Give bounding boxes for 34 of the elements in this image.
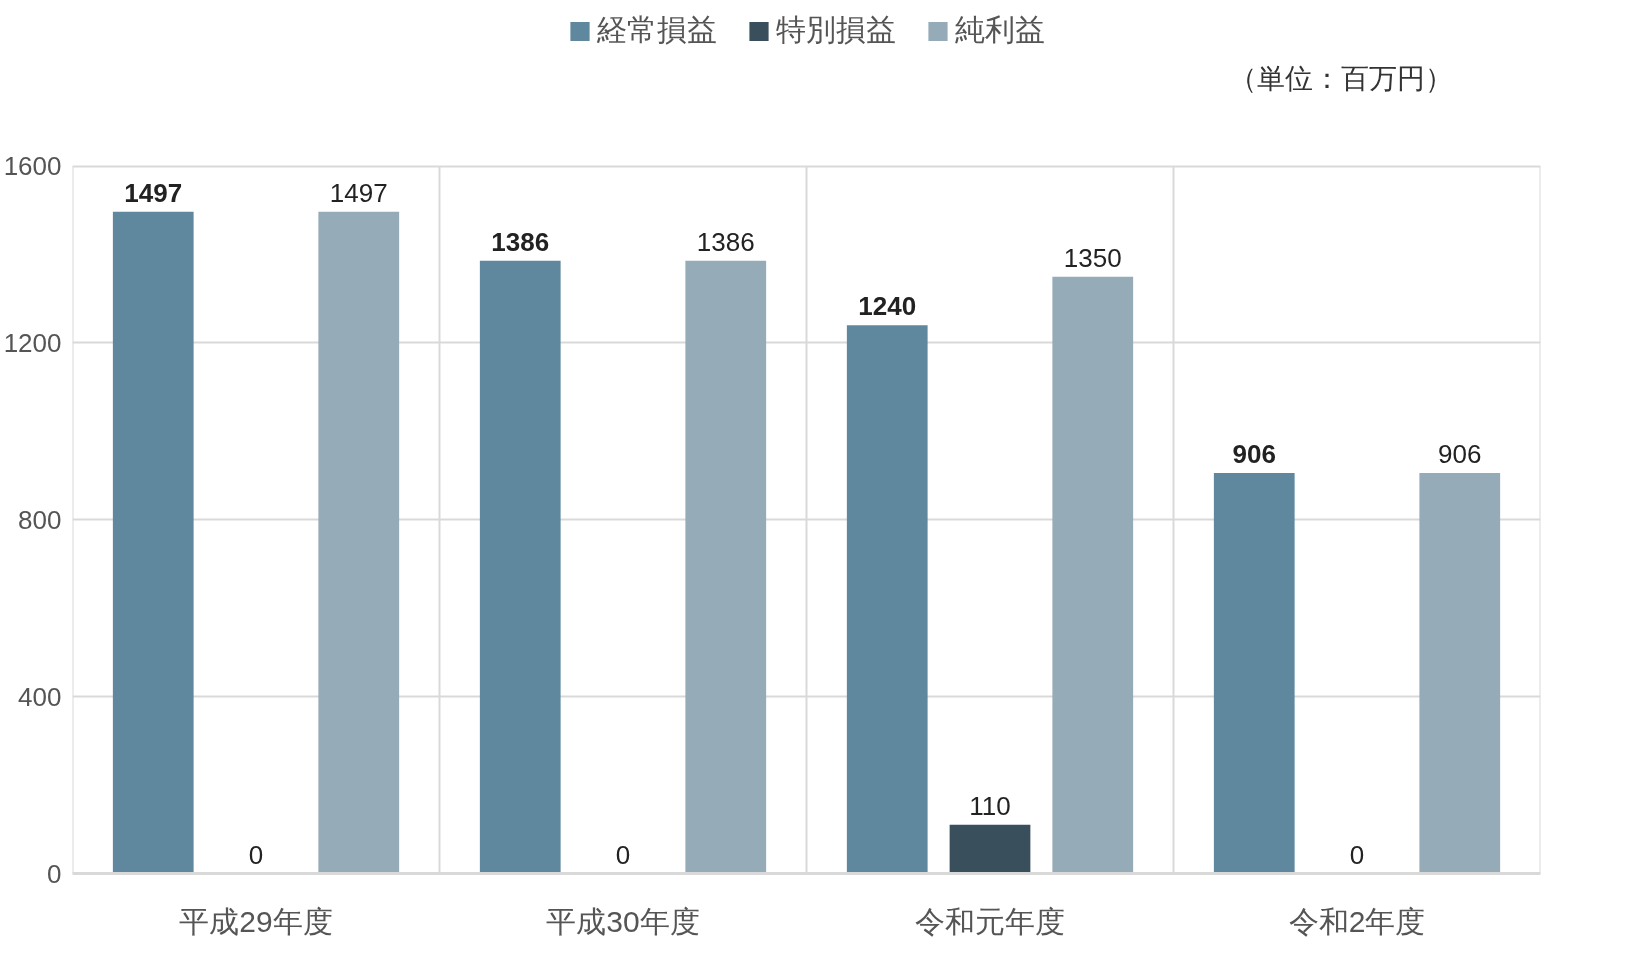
data-label: 0 bbox=[1349, 839, 1365, 870]
y-tick-label: 800 bbox=[18, 504, 62, 535]
y-tick-label: 400 bbox=[18, 681, 62, 712]
bar bbox=[1213, 472, 1295, 874]
bar bbox=[112, 211, 194, 874]
bar bbox=[1052, 276, 1134, 874]
data-label: 1350 bbox=[1063, 242, 1122, 273]
legend-label: 特別損益 bbox=[775, 12, 896, 48]
x-tick-label: 平成30年度 bbox=[546, 904, 700, 938]
x-tick-label: 令和元年度 bbox=[915, 904, 1065, 938]
data-label: 1240 bbox=[858, 291, 917, 322]
x-tick-label: 令和2年度 bbox=[1288, 904, 1426, 938]
data-label: 906 bbox=[1232, 438, 1276, 469]
data-label: 906 bbox=[1438, 438, 1482, 469]
bar bbox=[1419, 472, 1501, 874]
x-tick-label: 平成29年度 bbox=[179, 904, 333, 938]
y-tick-label: 0 bbox=[47, 858, 62, 889]
data-label: 1386 bbox=[491, 226, 550, 257]
bar bbox=[685, 260, 767, 874]
bar bbox=[846, 325, 928, 874]
bar bbox=[318, 211, 400, 874]
legend-label: 純利益 bbox=[954, 12, 1045, 48]
bar bbox=[479, 260, 561, 874]
bar bbox=[949, 824, 1031, 874]
data-label: 0 bbox=[248, 839, 264, 870]
text: （単位：百万円） bbox=[1228, 62, 1453, 94]
data-label: 110 bbox=[969, 790, 1011, 821]
y-tick-label: 1600 bbox=[3, 151, 62, 182]
data-label: 0 bbox=[615, 839, 631, 870]
data-label: 1497 bbox=[124, 177, 183, 208]
data-label: 1497 bbox=[329, 177, 388, 208]
y-tick-label: 1200 bbox=[3, 327, 62, 358]
data-label: 1386 bbox=[696, 226, 755, 257]
legend-label: 経常損益 bbox=[596, 12, 717, 48]
